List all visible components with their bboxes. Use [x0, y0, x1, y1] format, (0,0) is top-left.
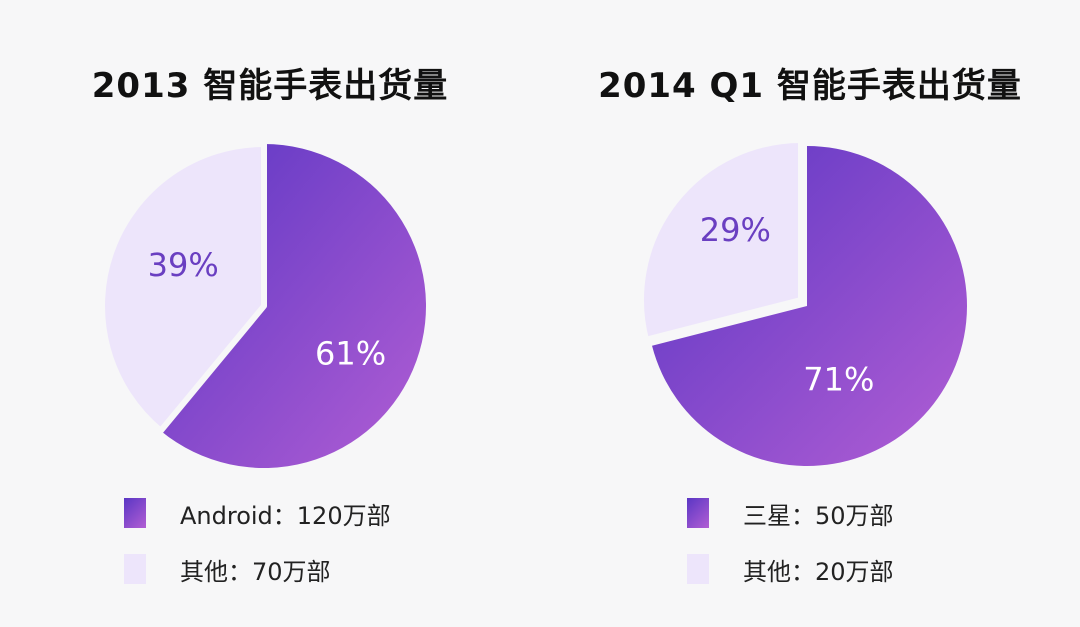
chart-title: 2013 智能手表出货量 — [91, 66, 449, 106]
pie-slice-other — [638, 137, 804, 343]
slice-label-secondary: 39% — [148, 246, 219, 284]
legend-swatch-secondary — [124, 554, 146, 584]
pie-slice-other — [99, 141, 267, 434]
legend-item-samsung: 三星：50万部 — [687, 498, 894, 530]
pie-chart-2013: 61% 39% — [99, 141, 427, 468]
pie-slice-android — [160, 144, 427, 468]
pie-chart-2014-q1: 71% 29% — [638, 137, 968, 466]
chart-panel-2014-q1: 2014 Q1 智能手表出货量 71% 29% 三星：50万部 其他：20万部 — [540, 0, 1080, 627]
legend-label: 其他：70万部 — [180, 557, 331, 586]
legend: 三星：50万部 其他：20万部 — [687, 498, 894, 610]
legend-swatch-primary — [124, 498, 146, 528]
pie-slice-samsung — [652, 146, 968, 466]
slice-label-primary: 71% — [803, 360, 874, 398]
legend-swatch-secondary — [687, 554, 709, 584]
legend-label: 三星：50万部 — [743, 501, 894, 530]
chart-title: 2014 Q1 智能手表出货量 — [598, 66, 1022, 106]
legend-item-android: Android：120万部 — [124, 498, 391, 530]
slice-label-secondary: 29% — [700, 211, 771, 249]
legend-item-other: 其他：70万部 — [124, 554, 391, 586]
legend-swatch-primary — [687, 498, 709, 528]
legend: Android：120万部 其他：70万部 — [124, 498, 391, 610]
slice-label-primary: 61% — [315, 335, 386, 373]
legend-label: 其他：20万部 — [743, 557, 894, 586]
chart-panel-2013: 2013 智能手表出货量 61% 39% Android：120万部 其他：70万… — [91, 66, 449, 610]
legend-item-other: 其他：20万部 — [687, 554, 894, 586]
legend-label: Android：120万部 — [180, 501, 391, 530]
